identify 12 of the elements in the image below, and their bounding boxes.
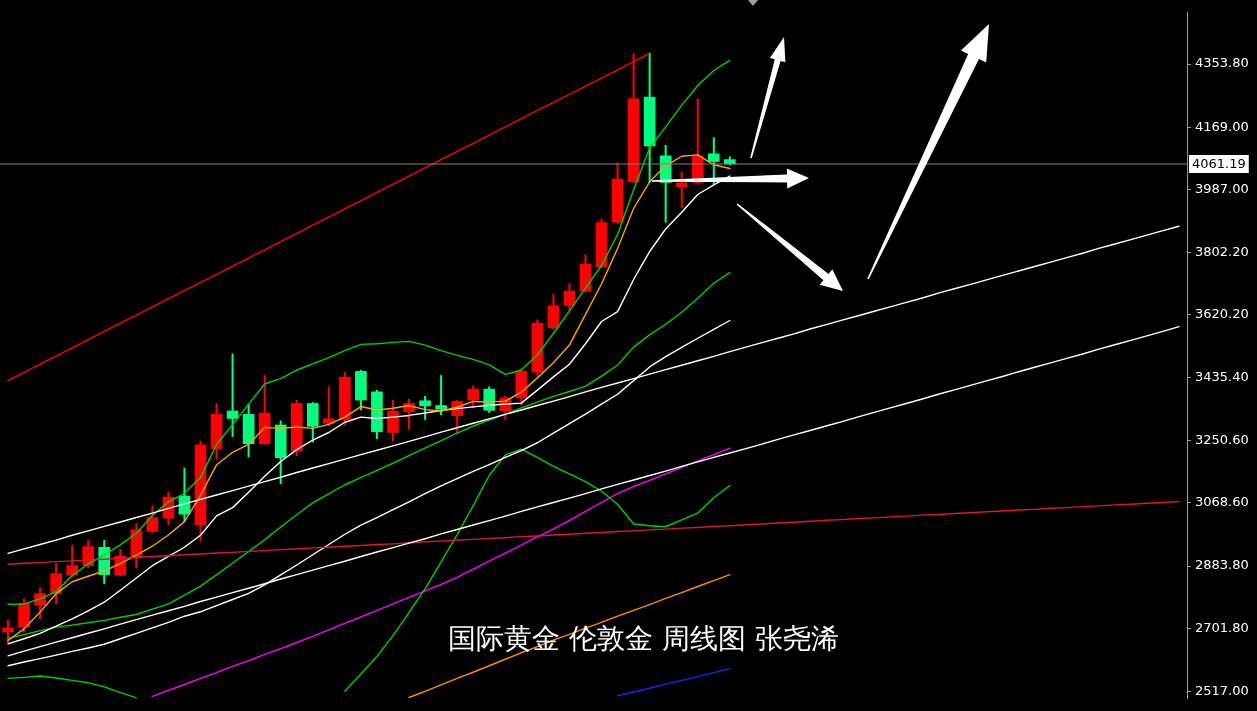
y-tick-label: 3250.60 xyxy=(1195,432,1249,448)
y-tick-label: 4169.00 xyxy=(1195,118,1249,134)
y-tick-label: 3987.00 xyxy=(1195,180,1249,196)
y-tick-label: 3802.20 xyxy=(1195,243,1249,259)
y-tick-label: 2701.80 xyxy=(1195,619,1249,635)
y-tick-label: 3435.40 xyxy=(1195,369,1249,385)
y-tick-label: 2517.00 xyxy=(1195,682,1249,698)
y-tick-label: 4353.80 xyxy=(1195,55,1249,71)
y-tick-label: 3620.20 xyxy=(1195,306,1249,321)
ref-line-label: 4061.19 xyxy=(1192,156,1246,172)
y-tick-label: 2883.80 xyxy=(1195,557,1249,573)
y-tick-label: 3068.60 xyxy=(1195,494,1249,510)
